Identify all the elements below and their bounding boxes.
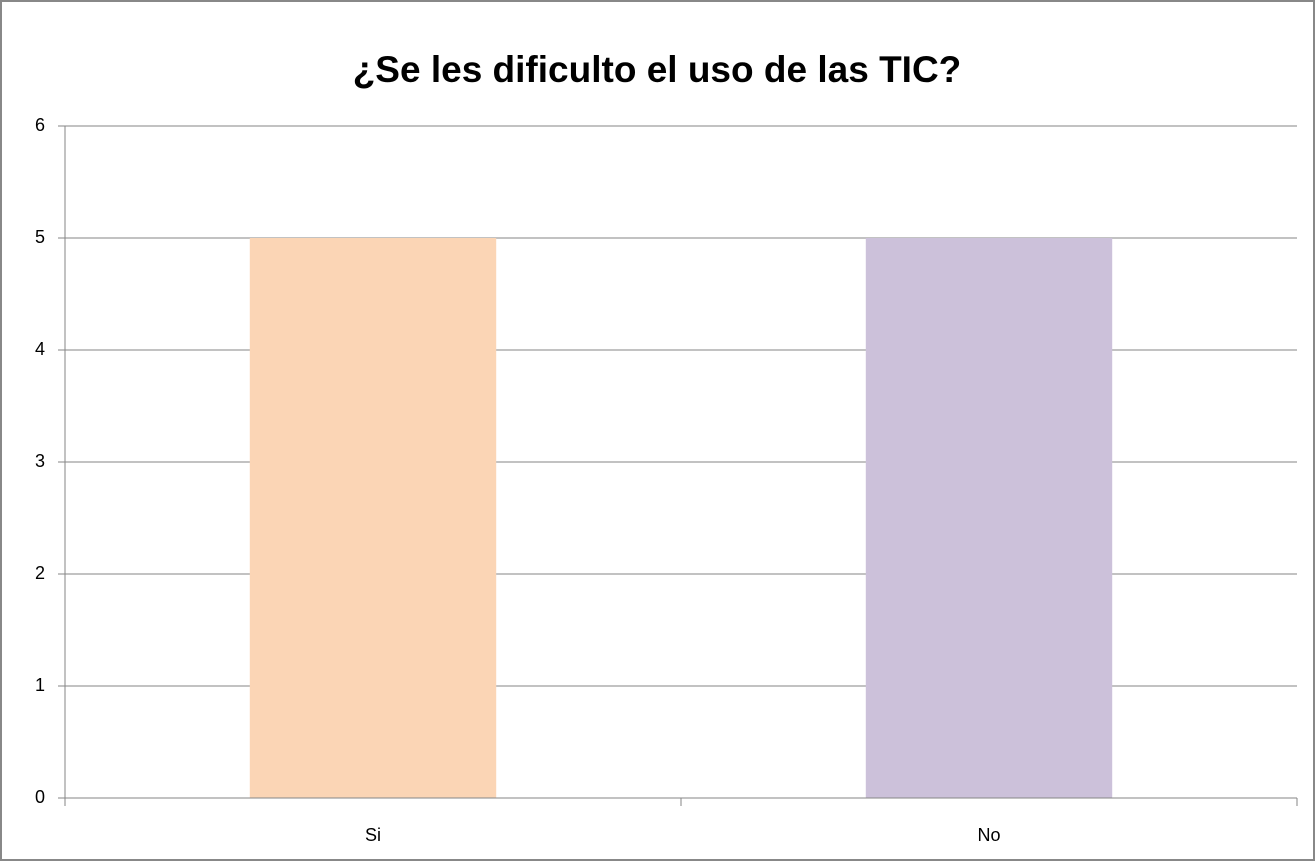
bar <box>865 238 1113 798</box>
x-tick-label: Si <box>365 825 381 845</box>
y-tick-label: 5 <box>35 227 45 247</box>
y-tick-label: 3 <box>35 451 45 471</box>
y-tick-label: 2 <box>35 563 45 583</box>
bar <box>249 238 497 798</box>
y-tick-label: 0 <box>35 787 45 807</box>
y-tick-label: 4 <box>35 339 45 359</box>
y-tick-label: 1 <box>35 675 45 695</box>
chart-title: ¿Se les dificulto el uso de las TIC? <box>353 49 962 90</box>
y-tick-label: 6 <box>35 115 45 135</box>
x-tick-label: No <box>977 825 1000 845</box>
